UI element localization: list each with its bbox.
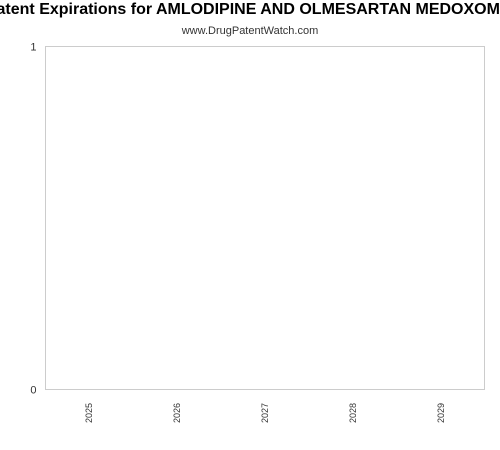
x-tick-label: 2027	[260, 403, 270, 423]
chart-subtitle: www.DrugPatentWatch.com	[181, 25, 319, 37]
x-tick-label: 2028	[348, 403, 358, 423]
x-tick-label: 2029	[436, 403, 446, 423]
x-axis: 2025 2026 2027 2028 2029	[84, 403, 446, 423]
y-tick-label: 0	[30, 385, 36, 397]
x-tick-label: 2026	[172, 403, 182, 423]
x-tick-label: 2025	[84, 403, 94, 423]
y-tick-label: 1	[30, 42, 36, 54]
y-axis: 01	[30, 42, 36, 397]
plot-area	[45, 46, 485, 390]
chart-title: Patent Expirations for AMLODIPINE AND OL…	[0, 1, 500, 18]
